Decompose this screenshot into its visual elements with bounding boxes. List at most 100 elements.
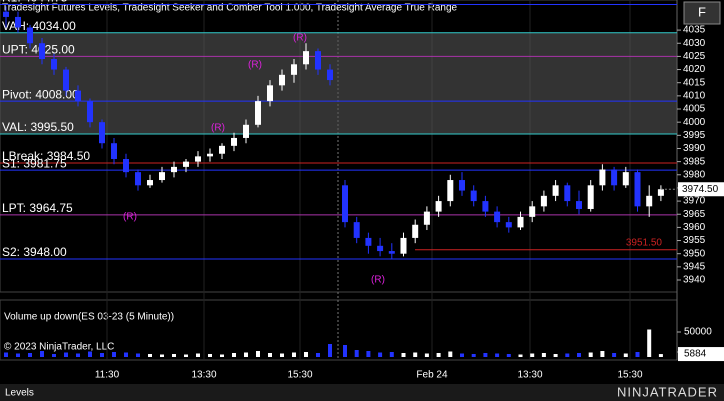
candle-body [183, 161, 189, 167]
candle-body [159, 172, 165, 181]
chart-title: Tradesight Futures Levels, Tradesight Se… [2, 3, 458, 14]
level-label: Pivot: 4008.00 [2, 87, 79, 101]
volume-bar [471, 354, 476, 357]
level-label: 3951.50 [626, 237, 663, 248]
y-tick-label: 3960 [683, 222, 706, 233]
volume-bar [16, 353, 20, 357]
volume-bar [389, 352, 394, 357]
volume-bar [553, 354, 558, 357]
volume-bar [220, 354, 224, 357]
y-tick-label: 4015 [683, 77, 706, 88]
candle-body [99, 122, 105, 144]
level-label: R1: 4044.75 [2, 0, 68, 5]
candle-body [147, 180, 153, 186]
copyright: © 2023 NinjaTrader, LLC [4, 342, 114, 353]
volume-bar [600, 351, 605, 357]
y-tick-label: 4000 [683, 117, 706, 128]
candle-body [447, 180, 454, 202]
level-label: UPT: 4025.00 [2, 43, 75, 57]
candle-body [243, 124, 249, 138]
annotation: (R) [211, 123, 225, 134]
last-volume-box [678, 347, 724, 362]
volume-bar [612, 353, 617, 357]
volume-title: Volume up down(ES 03-23 (5 Minute)) [4, 312, 174, 323]
x-tick-label: 11:30 [95, 370, 120, 381]
volume-bar [268, 353, 272, 357]
candle-body [207, 153, 213, 157]
volume-bar [64, 352, 68, 357]
candle-body [342, 185, 348, 223]
candle-body [552, 185, 559, 196]
volume-bar [292, 352, 296, 357]
volume-tick-label: 50000 [684, 327, 712, 338]
candle-body [365, 237, 372, 246]
candle-body [423, 211, 430, 225]
volume-bar [244, 352, 248, 357]
candle-body [39, 43, 45, 60]
candle-body [435, 201, 442, 212]
volume-bar [136, 353, 140, 357]
candle-body [377, 245, 384, 252]
volume-bar [76, 353, 80, 357]
candle-body [353, 222, 360, 238]
volume-bar [448, 351, 453, 357]
candle-body [111, 143, 117, 159]
candle-body [51, 59, 57, 70]
candle-body [599, 169, 606, 186]
volume-bar [588, 352, 593, 357]
volume-bar [401, 353, 406, 357]
volume-bar [28, 353, 32, 357]
candle-body [412, 224, 419, 238]
candle-body [279, 74, 285, 86]
candle-body [135, 172, 141, 186]
button[interactable] [683, 1, 721, 25]
candle-body [657, 189, 664, 196]
candle-body [576, 201, 582, 209]
candle-body [517, 216, 524, 228]
candle-body [255, 101, 261, 125]
volume-bar [460, 353, 464, 357]
level-label: LBreak: 3984.50 [2, 149, 90, 163]
y-tick-label: 4010 [683, 91, 706, 102]
candle-body [587, 185, 594, 209]
candle-body [195, 156, 201, 162]
candle-body [87, 101, 93, 123]
candle-body [75, 90, 81, 102]
candle-body [15, 16, 21, 28]
y-tick-label: 3990 [683, 143, 706, 154]
level-label: S2: 3948.00 [2, 245, 67, 259]
y-tick-label: 4035 [683, 25, 706, 36]
level-label: S1: 3981.75 [2, 156, 67, 170]
tab[interactable]: Levels [5, 388, 34, 399]
x-tick-label: 15:30 [287, 370, 312, 381]
y-tick-label: 3965 [683, 209, 706, 220]
volume-bar [52, 354, 56, 357]
candle-body [494, 211, 501, 223]
annotation: (R) [123, 212, 137, 223]
volume-bar [483, 353, 488, 357]
candle-body [482, 201, 489, 212]
candle-body [219, 145, 225, 154]
candle-body [315, 51, 321, 70]
level-label: VAL: 3995.50 [2, 120, 74, 134]
volume-bar [328, 344, 332, 357]
volume-bar [424, 353, 429, 357]
button-label[interactable]: F [698, 4, 706, 19]
candle-body [646, 195, 653, 207]
value-area [0, 32, 677, 135]
y-tick-label: 3955 [683, 235, 706, 246]
volume-bar [413, 352, 418, 357]
last-price-box [678, 182, 724, 197]
volume-bar [354, 350, 359, 357]
volume-bar [100, 353, 104, 357]
volume-bar [208, 354, 212, 357]
level-label: VAH: 4034.00 [2, 19, 76, 33]
y-tick-label: 4020 [683, 64, 706, 75]
candle-body [388, 251, 395, 254]
volume-bar [541, 353, 546, 357]
candle-body [291, 64, 297, 75]
volume-bar [658, 354, 663, 357]
volume-bar [148, 354, 152, 357]
x-tick-label: 15:30 [617, 370, 642, 381]
volume-bar [4, 352, 8, 357]
